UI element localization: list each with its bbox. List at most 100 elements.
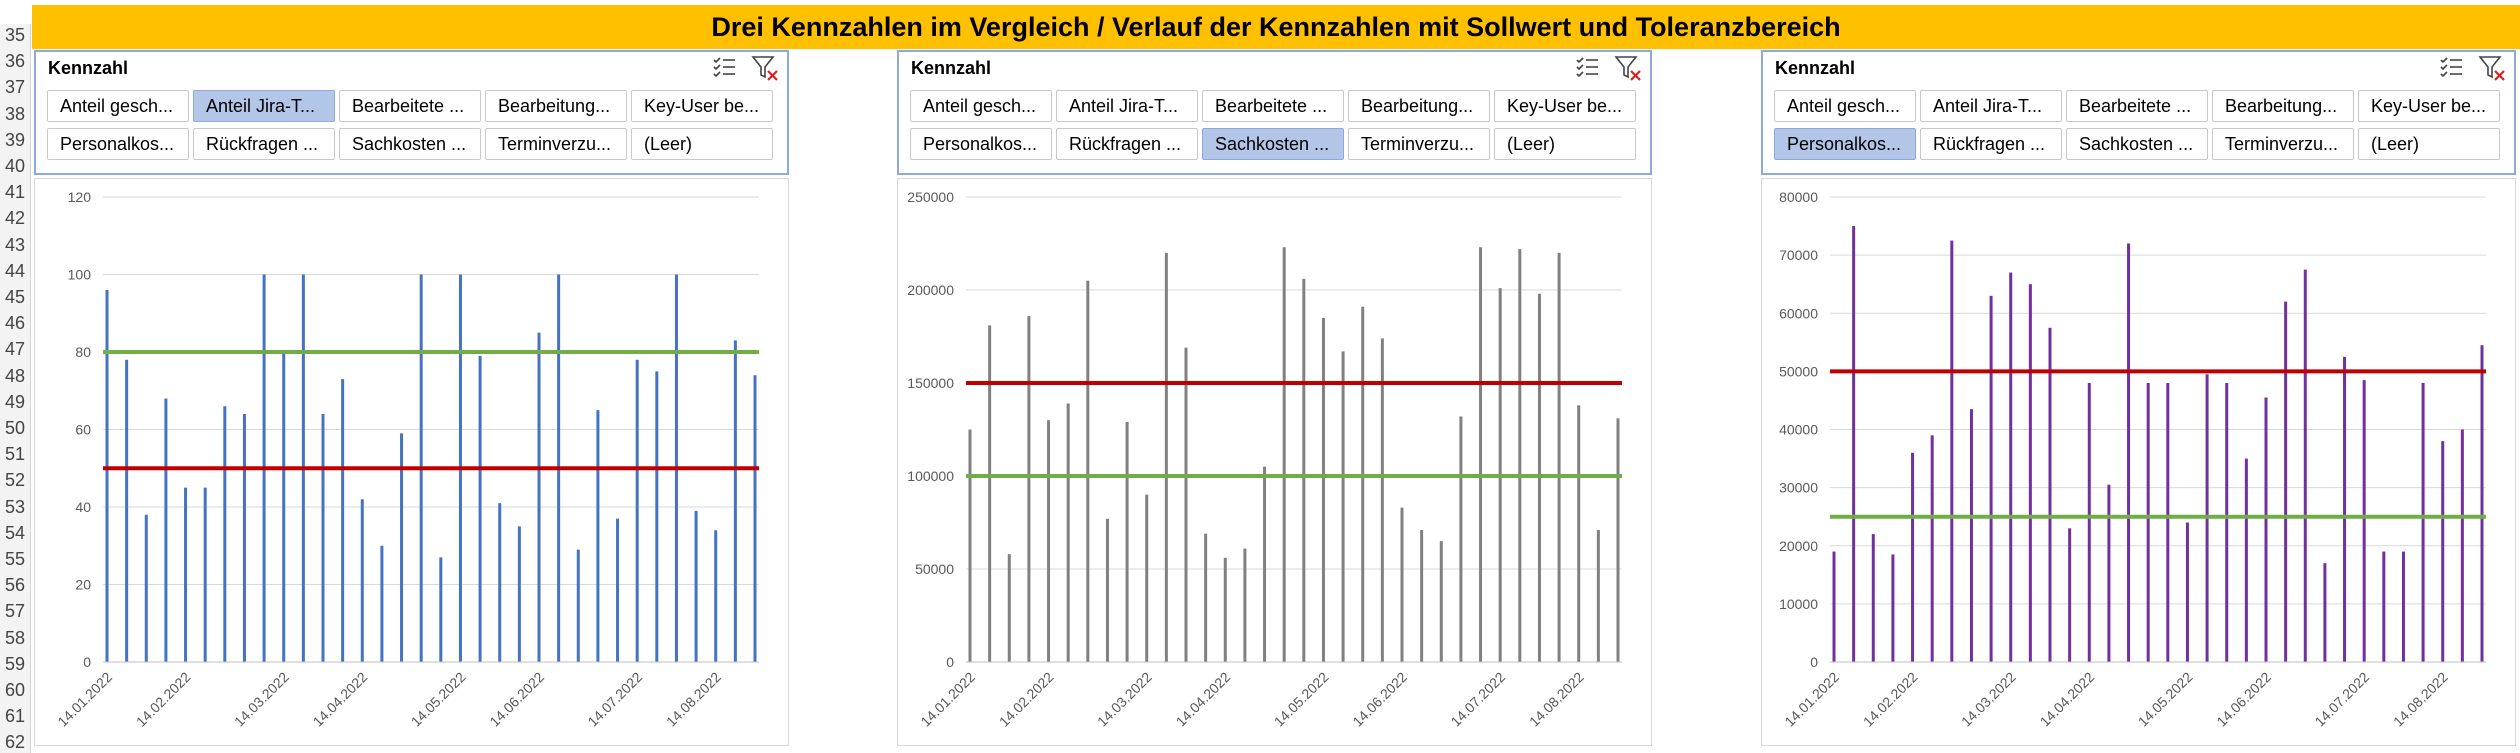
x-tick-label: 14.08.2022 — [2390, 669, 2451, 730]
bar — [2421, 383, 2425, 662]
row-number: 55 — [4, 549, 26, 569]
slicer-toolbar — [2438, 54, 2506, 82]
bar — [1518, 249, 1522, 662]
slicer-item[interactable]: Bearbeitung... — [2212, 90, 2354, 122]
clear-filter-icon[interactable] — [751, 54, 779, 82]
bar — [1616, 418, 1620, 662]
slicer-item[interactable]: Anteil Jira-T... — [1920, 90, 2062, 122]
y-tick-label: 250000 — [907, 189, 954, 205]
row-number: 53 — [4, 496, 26, 517]
bar — [1047, 420, 1051, 662]
x-tick-label: 14.05.2022 — [2135, 669, 2196, 730]
bar — [2185, 522, 2189, 662]
slicer-item[interactable]: Bearbeitung... — [485, 90, 627, 122]
row-number: 58 — [4, 627, 26, 648]
slicer-item[interactable]: Key-User be... — [631, 90, 773, 122]
multi-select-icon[interactable] — [2438, 54, 2464, 80]
x-tick-label: 14.07.2022 — [2311, 669, 2372, 730]
bar — [1400, 507, 1404, 662]
bar — [988, 325, 992, 662]
bar — [655, 371, 659, 662]
bar — [1950, 240, 1954, 662]
kennzahl-slicer: Kennzahl Anteil gesch... Anteil Jira-T... B… — [897, 50, 1652, 175]
slicer-item[interactable]: Anteil Jira-T... — [1056, 90, 1198, 122]
slicer-item[interactable]: Bearbeitung... — [1348, 90, 1490, 122]
y-tick-label: 120 — [68, 189, 92, 205]
page-title: Drei Kennzahlen im Vergleich / Verlauf d… — [32, 5, 2520, 49]
row-header: 35 36 37 38 39 40 41 42 43 44 45 46 47 48 49 50 51 52 53 54… — [0, 24, 31, 753]
bar — [1420, 529, 1424, 662]
bar — [321, 414, 325, 662]
slicer-item[interactable]: Bearbeitete ... — [1202, 90, 1344, 122]
bar — [164, 398, 168, 662]
x-tick-label: 14.06.2022 — [2213, 669, 2274, 730]
bar — [1930, 435, 1934, 662]
row-number: 40 — [4, 156, 26, 176]
x-tick-label: 14.08.2022 — [1526, 669, 1587, 730]
bar — [1125, 422, 1129, 662]
bar — [2028, 284, 2032, 662]
y-tick-label: 20000 — [1779, 538, 1818, 554]
slicer-item[interactable]: (Leer) — [2358, 128, 2500, 160]
bar — [2244, 458, 2248, 662]
bar — [2166, 383, 2170, 662]
y-tick-label: 80 — [75, 344, 91, 360]
multi-select-icon[interactable] — [1574, 54, 1600, 80]
x-tick-label: 14.01.2022 — [54, 669, 115, 730]
bar — [1105, 518, 1109, 662]
slicer-item[interactable]: Bearbeitete ... — [339, 90, 481, 122]
slicer-item[interactable]: Anteil gesch... — [1774, 90, 1916, 122]
x-tick-label: 14.08.2022 — [663, 669, 724, 730]
slicer-item[interactable]: Sachkosten ... — [339, 128, 481, 160]
slicer-item[interactable]: Rückfragen ... — [1056, 128, 1198, 160]
bar — [1243, 548, 1247, 662]
slicer-item[interactable]: Bearbeitete ... — [2066, 90, 2208, 122]
bar — [1204, 533, 1208, 662]
y-tick-label: 20 — [75, 577, 91, 593]
chart-svg: 0 50000 100000 150000 200000 250000 14.01.2022… — [907, 189, 1622, 730]
slicer-item[interactable]: Anteil Jira-T... — [193, 90, 335, 122]
slicer-item[interactable]: Terminverzu... — [2212, 128, 2354, 160]
row-number: 52 — [4, 470, 26, 491]
bar — [2323, 563, 2327, 662]
x-tick-label: 14.07.2022 — [584, 669, 645, 730]
row-number: 62 — [4, 732, 26, 753]
bar — [1596, 529, 1600, 662]
y-tick-label: 50000 — [915, 561, 954, 577]
slicer-item[interactable]: Personalkos... — [910, 128, 1052, 160]
bar — [282, 352, 286, 662]
bar — [1164, 252, 1168, 663]
slicer-toolbar — [1574, 54, 1642, 82]
slicer-item[interactable]: Key-User be... — [2358, 90, 2500, 122]
bar — [2009, 272, 2013, 662]
multi-select-icon[interactable] — [711, 54, 737, 80]
row-number: 59 — [4, 653, 26, 674]
row-number: 48 — [4, 365, 26, 386]
x-tick-label: 14.01.2022 — [1781, 669, 1842, 730]
slicer-item[interactable]: Rückfragen ... — [1920, 128, 2062, 160]
slicer-item[interactable]: (Leer) — [631, 128, 773, 160]
bar — [1380, 338, 1384, 662]
row-number: 60 — [4, 680, 26, 700]
slicer-item[interactable]: Anteil gesch... — [47, 90, 189, 122]
clear-filter-icon[interactable] — [2478, 54, 2506, 82]
row-number: 41 — [4, 182, 26, 203]
slicer-item[interactable]: Personalkos... — [1774, 128, 1916, 160]
bar — [596, 410, 600, 662]
bar — [2087, 383, 2091, 662]
slicer-item[interactable]: Key-User be... — [1494, 90, 1636, 122]
slicer-header: Kennzahl — [48, 58, 129, 78]
x-tick-label: 14.03.2022 — [1958, 669, 2019, 730]
slicer-item[interactable]: Sachkosten ... — [1202, 128, 1344, 160]
slicer-item[interactable]: Rückfragen ... — [193, 128, 335, 160]
slicer-item[interactable]: Personalkos... — [47, 128, 189, 160]
slicer-item[interactable]: Terminverzu... — [1348, 128, 1490, 160]
y-tick-label: 100000 — [907, 468, 954, 484]
x-tick-label: 14.01.2022 — [917, 669, 978, 730]
slicer-item[interactable]: Anteil gesch... — [910, 90, 1052, 122]
slicer-item[interactable]: (Leer) — [1494, 128, 1636, 160]
bar — [1557, 252, 1561, 663]
slicer-item[interactable]: Sachkosten ... — [2066, 128, 2208, 160]
clear-filter-icon[interactable] — [1614, 54, 1642, 82]
slicer-item[interactable]: Terminverzu... — [485, 128, 627, 160]
